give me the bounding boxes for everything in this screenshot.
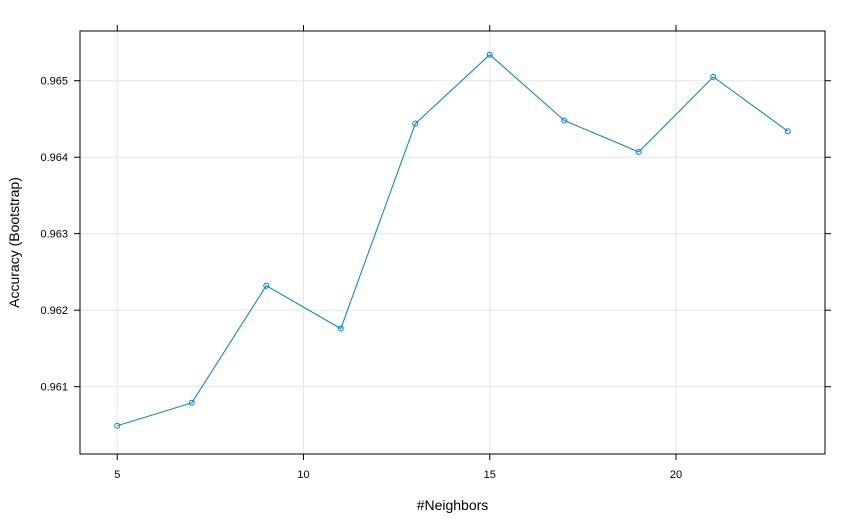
y-axis-title: Accuracy (Bootstrap) — [6, 177, 22, 308]
y-tick-label: 0.961 — [40, 382, 68, 394]
y-tick-label: 0.965 — [40, 76, 68, 88]
series-line — [117, 54, 789, 427]
grid — [80, 31, 825, 454]
data-point — [337, 325, 344, 332]
x-tick-labels: 5 10 15 20 — [114, 469, 682, 481]
data-point — [486, 51, 493, 58]
data-point — [635, 148, 642, 155]
y-tick-label: 0.963 — [40, 229, 68, 241]
data-point — [263, 282, 270, 289]
y-tick-label: 0.964 — [40, 152, 68, 164]
y-tick-label: 0.962 — [40, 305, 68, 317]
y-tick-labels: 0.961 0.962 0.963 0.964 0.965 — [40, 76, 68, 394]
data-point — [188, 399, 195, 406]
x-tick-label: 5 — [114, 469, 120, 481]
series-layer — [114, 51, 791, 429]
data-point — [784, 128, 791, 135]
data-point — [710, 73, 717, 80]
x-tick-label: 10 — [297, 469, 309, 481]
data-point — [114, 422, 121, 429]
x-axis-title: #Neighbors — [417, 497, 489, 513]
x-tick-label: 20 — [670, 469, 682, 481]
axis-ticks — [74, 25, 831, 460]
plot-frame — [79, 30, 826, 455]
data-point — [412, 120, 419, 127]
x-tick-label: 15 — [484, 469, 496, 481]
data-point — [561, 117, 568, 124]
